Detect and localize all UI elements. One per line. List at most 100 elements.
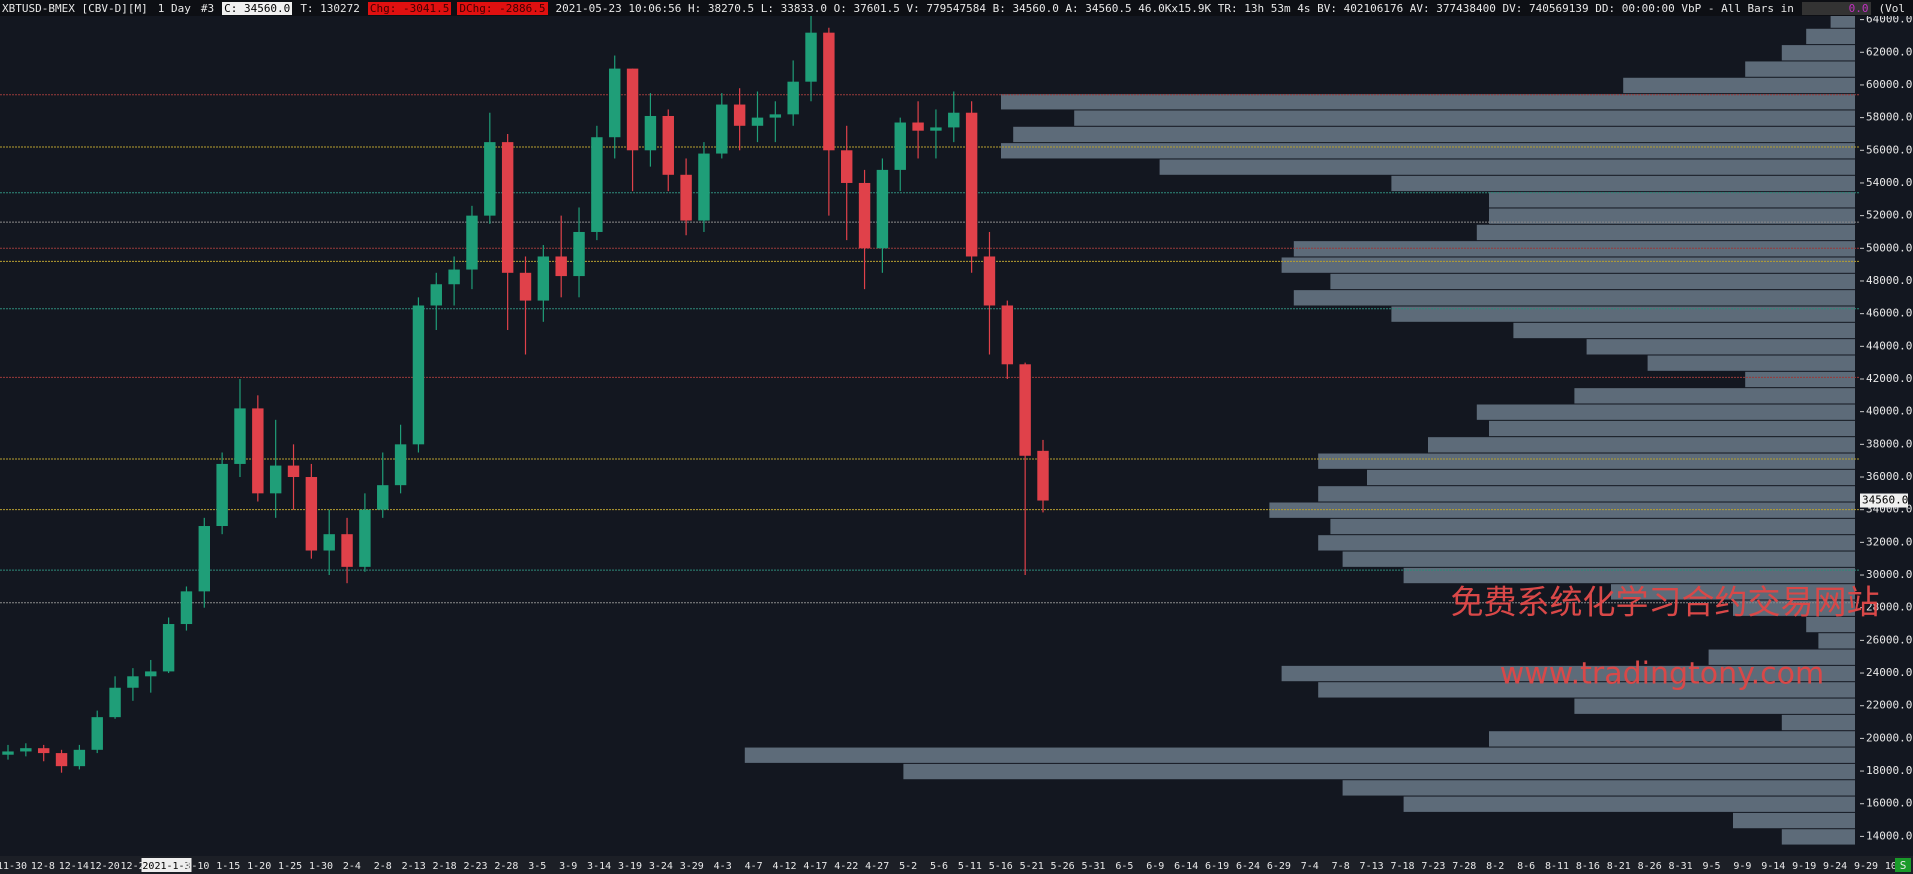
volume-bar bbox=[1403, 796, 1855, 812]
volume-bar bbox=[1586, 339, 1855, 355]
x-tick-label: 7-13 bbox=[1360, 861, 1384, 872]
price-marker: 34560.0 bbox=[1862, 494, 1908, 507]
y-tick-label: 28000.0 bbox=[1866, 601, 1912, 614]
volume-bar bbox=[1330, 518, 1855, 535]
x-label-bg bbox=[141, 858, 192, 872]
x-tick-label: 7-18 bbox=[1390, 861, 1414, 872]
candle-body bbox=[751, 117, 764, 126]
y-tick-label: 46000.0 bbox=[1866, 307, 1912, 320]
volume-bar bbox=[1745, 371, 1855, 388]
volume-bar bbox=[903, 763, 1855, 780]
x-tick-label: 3-5 bbox=[528, 861, 546, 872]
volume-bar bbox=[744, 747, 1855, 763]
x-tick-label: 7-8 bbox=[1332, 861, 1350, 872]
candle-body bbox=[1001, 305, 1014, 365]
candle-body bbox=[965, 112, 978, 257]
volume-bar bbox=[1489, 420, 1855, 437]
candle-body bbox=[73, 749, 86, 767]
x-tick-label: 7-28 bbox=[1452, 861, 1476, 872]
x-tick-label: 6-24 bbox=[1236, 861, 1260, 872]
x-tick-label: 2-23 bbox=[463, 861, 487, 872]
candle-body bbox=[466, 215, 478, 270]
x-tick-label: 5-26 bbox=[1051, 861, 1075, 872]
volume-bar bbox=[1806, 616, 1855, 633]
y-tick-label: 54000.0 bbox=[1866, 176, 1912, 189]
volume-bar bbox=[1342, 780, 1855, 796]
candle-body bbox=[55, 753, 68, 767]
x-tick-label: 6-19 bbox=[1205, 861, 1229, 872]
day-change: DChg: -2886.5 bbox=[457, 1, 548, 15]
x-tick-label: 8-16 bbox=[1576, 861, 1600, 872]
x-tick-label: 1-25 bbox=[278, 861, 302, 872]
candle-body bbox=[680, 174, 692, 221]
y-tick-label: 40000.0 bbox=[1866, 405, 1912, 418]
x-tick-label: 3-14 bbox=[587, 861, 611, 872]
candle-body bbox=[555, 256, 567, 277]
volume-bar bbox=[1489, 731, 1855, 747]
x-tick-label: 5-11 bbox=[958, 861, 982, 872]
volume-bar bbox=[1391, 175, 1855, 192]
tail: 0.0 bbox=[1801, 1, 1871, 15]
x-tick-label: 8-6 bbox=[1517, 861, 1535, 872]
x-tick-label: 3-29 bbox=[680, 861, 704, 872]
candle-body bbox=[573, 231, 585, 277]
x-tick-label: 8-2 bbox=[1486, 861, 1504, 872]
x-tick-label: 12-28 bbox=[121, 861, 151, 872]
volume-bar bbox=[1513, 322, 1855, 339]
y-tick-label: 30000.0 bbox=[1866, 568, 1912, 581]
x-tick-label: 2-8 bbox=[374, 861, 392, 872]
x-tick-label: 4-22 bbox=[834, 861, 858, 872]
volume-bar bbox=[1013, 126, 1855, 143]
candle-body bbox=[252, 408, 264, 494]
x-tick-label: 2-28 bbox=[494, 861, 518, 872]
volume-bar bbox=[1489, 192, 1855, 208]
candle-body bbox=[162, 624, 175, 672]
candle-body bbox=[823, 32, 835, 151]
candle-body bbox=[609, 68, 621, 138]
index: #3 bbox=[200, 1, 215, 15]
candle-body bbox=[626, 68, 639, 151]
volume-bar bbox=[1476, 224, 1855, 241]
candle-body bbox=[198, 526, 211, 592]
volume-bar bbox=[1367, 469, 1855, 486]
candle-body bbox=[484, 142, 496, 216]
candle-body bbox=[662, 115, 674, 175]
candle-body bbox=[858, 182, 871, 249]
volume-bar bbox=[1074, 110, 1855, 126]
candle-body bbox=[234, 408, 246, 464]
y-tick-label: 14000.0 bbox=[1866, 829, 1912, 842]
volume-bar bbox=[1781, 45, 1855, 61]
candle-body bbox=[840, 150, 853, 183]
y-tick-label: 20000.0 bbox=[1866, 731, 1912, 744]
status-bg bbox=[1895, 858, 1911, 872]
y-tick-label: 52000.0 bbox=[1866, 209, 1912, 222]
x-tick-label: 9-14 bbox=[1761, 861, 1785, 872]
x-tick-label: 8-11 bbox=[1545, 861, 1569, 872]
candle-body bbox=[894, 122, 906, 170]
vol: (Vol bbox=[1878, 1, 1906, 15]
candle-body bbox=[769, 114, 782, 118]
candle-body bbox=[1019, 364, 1031, 456]
x-tick-label: 5-2 bbox=[899, 861, 917, 872]
volume-bar bbox=[1818, 633, 1855, 649]
close: C: 34560.0 bbox=[222, 1, 293, 15]
volume-bar bbox=[1647, 355, 1855, 371]
volume-bar bbox=[1428, 437, 1855, 453]
volume-bar bbox=[1476, 404, 1855, 420]
x-tick-label: 1-20 bbox=[247, 861, 271, 872]
volume-bar bbox=[1318, 486, 1855, 502]
x-tick-label: 1-15 bbox=[216, 861, 240, 872]
volume-bar bbox=[1159, 159, 1855, 175]
x-tick-label: 7-4 bbox=[1301, 861, 1319, 872]
header: XBTUSD-BMEX [CBV-D][M] 1 Day #3 C: 34560… bbox=[0, 0, 1913, 16]
candle-body bbox=[305, 477, 318, 551]
volume-bar bbox=[1574, 388, 1855, 404]
candle-body bbox=[37, 748, 50, 754]
x-tick-label: 6-14 bbox=[1174, 861, 1198, 872]
x-tick-label: 3-24 bbox=[649, 861, 673, 872]
x-tick-label: 5-31 bbox=[1081, 861, 1105, 872]
candle-body bbox=[805, 32, 817, 82]
y-tick-label: 62000.0 bbox=[1866, 45, 1912, 58]
symbol: XBTUSD-BMEX [CBV-D][M] bbox=[2, 1, 148, 15]
